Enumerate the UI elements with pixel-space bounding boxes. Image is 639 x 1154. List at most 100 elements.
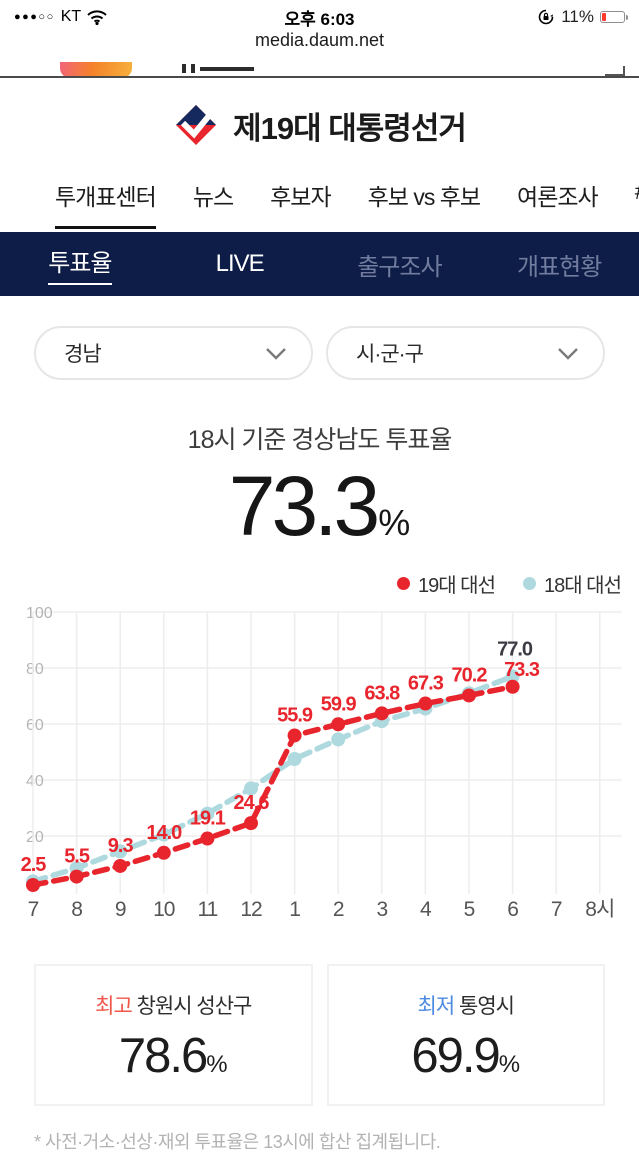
site-header: 제19대 대통령선거 [0, 78, 639, 172]
lowest-tag: 최저 [417, 995, 456, 1018]
highest-name: 창원시 성산구 [136, 995, 253, 1018]
data-point [156, 827, 171, 842]
legend-dot-red-icon [396, 577, 410, 590]
data-point-label: 73.3 [504, 659, 540, 681]
data-point [374, 706, 389, 721]
tab-candidate-vs-candidate[interactable]: 후보 vs 후보 [367, 184, 481, 210]
cutoff-page-chrome [0, 58, 639, 78]
election-check-logo-icon [176, 105, 217, 145]
x-axis-tick-label: 1 [289, 898, 300, 921]
stat-boxes: 최고 창원시 성산구 78.6% 최저 통영시 69.9% [0, 964, 639, 1106]
district-select[interactable]: 시·군·구 [326, 326, 605, 380]
status-bar: ●●●○○ KT 오후 6:03 11% [0, 0, 639, 30]
turnout-line-chart: 20 40 60 80 100 7 8 9 10 11 12 1 2 3 4 5 6 7 8시 77.0 2.5 5.5 9… [0, 602, 639, 934]
battery-icon [600, 11, 628, 23]
highest-unit: % [206, 1051, 228, 1078]
data-point [462, 688, 476, 703]
tab-news[interactable]: 뉴스 [192, 184, 234, 210]
y-axis-tick-label: 20 [26, 829, 44, 846]
region-select-value: 경남 [64, 343, 102, 366]
subtab-exit-poll[interactable]: 출구조사 [357, 253, 442, 281]
series-line-19th [30, 684, 516, 888]
lowest-turnout-box: 최저 통영시 69.9% [326, 964, 605, 1106]
signal-strength-icon: ●●●○○ [14, 11, 55, 23]
orientation-lock-icon [538, 9, 554, 25]
y-axis-tick-label: 60 [26, 717, 44, 734]
x-axis-tick-label: 6 [507, 898, 518, 921]
data-point-label: 67.3 [408, 673, 444, 695]
subtab-turnout[interactable]: 투표율 [48, 243, 113, 285]
data-point [287, 728, 302, 743]
x-axis-tick-label: 2 [333, 898, 344, 921]
data-point [418, 696, 433, 711]
x-axis-tick-label: 4 [420, 898, 432, 921]
tab-hashtag[interactable]: # [635, 178, 639, 219]
x-axis-tick-label: 7 [28, 898, 39, 921]
summary-title: 18시 기준 경상남도 투표율 [187, 426, 453, 454]
lowest-name: 통영시 [459, 995, 515, 1018]
tab-candidates[interactable]: 후보자 [270, 184, 331, 210]
y-axis-tick-label: 40 [26, 773, 44, 790]
subtab-live[interactable]: LIVE [215, 250, 265, 277]
district-select-value: 시·군·구 [356, 343, 424, 366]
data-point-label: 70.2 [452, 664, 488, 686]
chevron-down-icon [266, 347, 286, 360]
data-point-label: 63.8 [364, 682, 400, 704]
tab-vote-count-center[interactable]: 투개표센터 [55, 178, 157, 229]
data-point-label: 19.1 [190, 808, 226, 830]
y-axis-tick-label: 100 [26, 605, 53, 622]
highest-value: 78.6 [118, 1029, 208, 1083]
primary-nav: 투개표센터 뉴스 후보자 후보 vs 후보 여론조사 # [0, 172, 639, 232]
highest-turnout-box: 최고 창원시 성산구 78.6% [34, 964, 313, 1106]
legend-item-18th: 18대 대선 [522, 569, 622, 598]
x-axis-tick-label: 9 [115, 898, 126, 921]
data-point [69, 869, 84, 884]
partial-glyphs [182, 64, 254, 73]
data-point [156, 845, 171, 860]
data-point [113, 844, 128, 859]
clock: 오후 6:03 [284, 9, 355, 29]
page-title: 제19대 대통령선거 [233, 110, 467, 146]
chevron-down-icon [558, 347, 578, 360]
data-point [26, 878, 40, 892]
data-point-label: 55.9 [277, 704, 313, 726]
turnout-value: 73.3 [228, 459, 380, 553]
chart-legend: 19대 대선 18대 대선 [0, 569, 622, 598]
battery-percent-label: 11% [561, 7, 594, 26]
legend-dot-blue-icon [522, 577, 536, 590]
lowest-value: 69.9 [411, 1029, 500, 1083]
data-point-label: 24.6 [234, 792, 270, 814]
data-point-label: 9.3 [108, 835, 134, 857]
x-axis-tick-label: 5 [464, 898, 475, 921]
wifi-icon [87, 9, 107, 25]
x-axis-tick-label: 10 [153, 898, 175, 921]
x-axis-tick-label: 8시 [585, 898, 614, 921]
carrier-label: KT [60, 8, 82, 25]
x-axis-tick-label: 12 [240, 898, 262, 921]
summary-value: 73.3% [0, 458, 639, 555]
data-point [113, 858, 128, 873]
partial-menu-icon [605, 66, 625, 76]
data-point-label: 77.0 [497, 638, 533, 660]
legend-label: 19대 대선 [417, 575, 496, 597]
data-point [505, 679, 520, 694]
x-axis-tick-label: 7 [551, 898, 562, 921]
subtab-count-status[interactable]: 개표현황 [516, 253, 602, 281]
data-point-label: 59.9 [321, 693, 357, 715]
x-axis-tick-label: 8 [71, 898, 82, 921]
data-point [287, 752, 302, 766]
data-point [200, 806, 215, 821]
footnote: * 사전·거소·선상·재외 투표율은 13시에 합산 집계됩니다. [34, 1132, 441, 1152]
tab-opinion-polls[interactable]: 여론조사 [517, 184, 599, 210]
address-bar[interactable]: media.daum.net [254, 30, 385, 50]
turnout-unit: % [378, 502, 411, 543]
legend-item-19th: 19대 대선 [396, 569, 496, 598]
data-point [505, 669, 520, 684]
y-axis-tick-label: 80 [26, 661, 44, 678]
data-point-label: 2.5 [21, 854, 47, 876]
data-point-label: 14.0 [146, 822, 182, 844]
region-select[interactable]: 경남 [34, 326, 313, 380]
x-axis-tick-label: 3 [376, 898, 387, 921]
daum-logo-partial [60, 62, 132, 76]
